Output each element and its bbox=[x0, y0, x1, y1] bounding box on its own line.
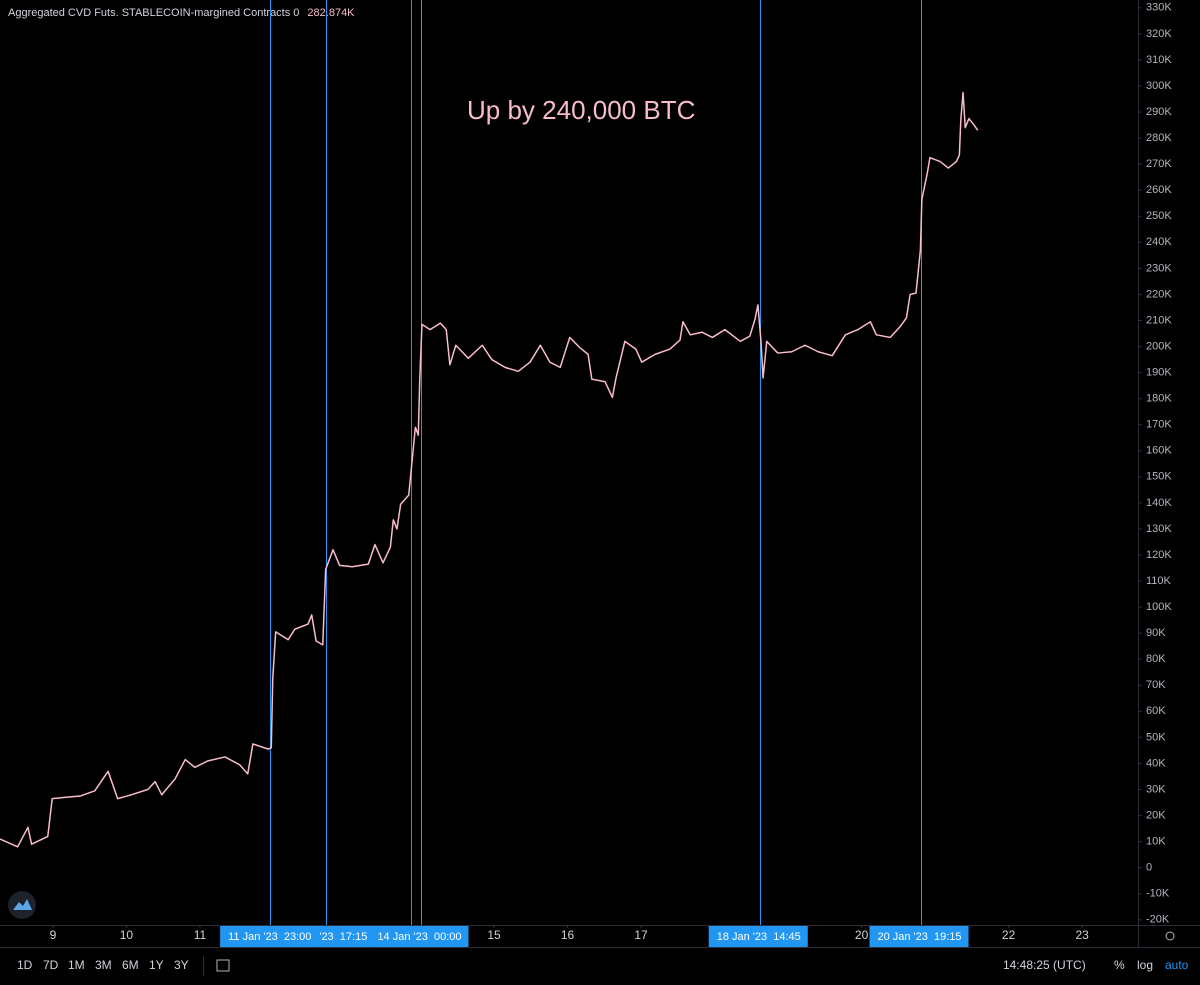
y-tick-label: 90K bbox=[1146, 627, 1166, 639]
y-tick-label: 20K bbox=[1146, 809, 1166, 821]
scale-option[interactable]: log bbox=[1137, 958, 1153, 972]
y-tick-label: 180K bbox=[1146, 393, 1172, 405]
y-tick-label: 40K bbox=[1146, 757, 1166, 769]
y-tick-label: 160K bbox=[1146, 445, 1172, 457]
range-button[interactable]: 7D bbox=[43, 958, 59, 972]
range-button[interactable]: 3M bbox=[95, 958, 112, 972]
range-button[interactable]: 6M bbox=[122, 958, 139, 972]
y-tick-label: 320K bbox=[1146, 28, 1172, 40]
marker-label-text: 18 Jan '23 14:45 bbox=[717, 931, 801, 943]
y-tick-label: 0 bbox=[1146, 862, 1152, 874]
marker-label: '23 17:15 bbox=[311, 926, 375, 947]
x-tick-label: 10 bbox=[120, 928, 134, 942]
legend-name: Aggregated CVD Futs. STABLECOIN-margined… bbox=[8, 7, 299, 19]
y-tick-label: 130K bbox=[1146, 523, 1172, 535]
x-tick-label: 23 bbox=[1075, 928, 1089, 942]
clock: 14:48:25 (UTC) bbox=[1003, 958, 1086, 972]
marker-label-text: '23 17:15 bbox=[319, 931, 367, 943]
y-tick-label: 120K bbox=[1146, 549, 1172, 561]
y-tick-label: 150K bbox=[1146, 471, 1172, 483]
series-line bbox=[0, 91, 979, 848]
y-tick-label: 250K bbox=[1146, 210, 1172, 222]
x-tick-label: 22 bbox=[1002, 928, 1016, 942]
y-tick-label: 170K bbox=[1146, 419, 1172, 431]
marker-label-box bbox=[369, 926, 469, 947]
y-tick-label: 220K bbox=[1146, 288, 1172, 300]
range-button[interactable]: 1M bbox=[68, 958, 85, 972]
logo-mark[interactable] bbox=[13, 899, 32, 910]
y-tick-label: 200K bbox=[1146, 340, 1172, 352]
x-tick-label: 9 bbox=[50, 928, 57, 942]
marker-label-box bbox=[311, 926, 375, 947]
marker-label-box bbox=[869, 926, 969, 947]
scale-option[interactable]: % bbox=[1114, 958, 1125, 972]
marker-label: 11 Jan '23 23:00 bbox=[220, 926, 319, 947]
y-tick-label: 240K bbox=[1146, 236, 1172, 248]
marker-label-box bbox=[220, 926, 319, 947]
x-tick-label: 11 bbox=[194, 928, 207, 942]
y-tick-label: 260K bbox=[1146, 184, 1172, 196]
marker-label: 14 Jan '23 00:00 bbox=[369, 926, 469, 947]
y-tick-label: 80K bbox=[1146, 653, 1166, 665]
annotation: Up by 240,000 BTC bbox=[467, 95, 695, 125]
y-tick-label: 10K bbox=[1146, 836, 1166, 848]
y-tick-label: 280K bbox=[1146, 132, 1172, 144]
y-tick-label: 210K bbox=[1146, 314, 1172, 326]
y-tick-label: 330K bbox=[1146, 2, 1172, 14]
y-tick-label: 110K bbox=[1146, 575, 1172, 587]
date-range-icon[interactable] bbox=[216, 959, 230, 972]
x-tick-label: 16 bbox=[561, 928, 575, 942]
range-button[interactable]: 1Y bbox=[149, 958, 164, 972]
x-tick-label: 15 bbox=[487, 928, 501, 942]
y-tick-label: 60K bbox=[1146, 705, 1166, 717]
marker-label-box bbox=[708, 926, 808, 947]
y-tick-label: 140K bbox=[1146, 497, 1172, 509]
x-tick-label: 20 bbox=[855, 928, 869, 942]
y-tick-label: -20K bbox=[1146, 914, 1170, 926]
scale-option[interactable]: auto bbox=[1165, 958, 1189, 972]
legend-value: 282.874K bbox=[307, 7, 355, 19]
y-tick-label: 30K bbox=[1146, 783, 1166, 795]
range-button[interactable]: 3Y bbox=[174, 958, 189, 972]
y-tick-label: 190K bbox=[1146, 367, 1172, 379]
y-tick-label: 70K bbox=[1146, 679, 1166, 691]
replay-icon[interactable] bbox=[216, 959, 230, 972]
y-tick-label: 270K bbox=[1146, 158, 1172, 170]
marker-label-text: 20 Jan '23 19:15 bbox=[877, 931, 961, 943]
logo[interactable] bbox=[8, 891, 36, 919]
y-tick-label: 50K bbox=[1146, 731, 1166, 743]
y-tick-label: 230K bbox=[1146, 262, 1172, 274]
marker-label-text: 11 Jan '23 23:00 bbox=[228, 931, 311, 943]
marker-label: 20 Jan '23 19:15 bbox=[869, 926, 969, 947]
y-tick-label: 300K bbox=[1146, 80, 1172, 92]
x-tick-label: 17 bbox=[634, 928, 648, 942]
marker-label: 18 Jan '23 14:45 bbox=[708, 926, 808, 947]
settings-icon[interactable] bbox=[1165, 931, 1175, 941]
y-tick-label: 100K bbox=[1146, 601, 1172, 613]
range-button[interactable]: 1D bbox=[17, 958, 33, 972]
y-tick-label: 290K bbox=[1146, 106, 1172, 118]
y-tick-label: -10K bbox=[1146, 888, 1170, 900]
settings-gear[interactable] bbox=[1165, 931, 1175, 941]
marker-label-text: 14 Jan '23 00:00 bbox=[377, 931, 461, 943]
y-tick-label: 310K bbox=[1146, 54, 1172, 66]
